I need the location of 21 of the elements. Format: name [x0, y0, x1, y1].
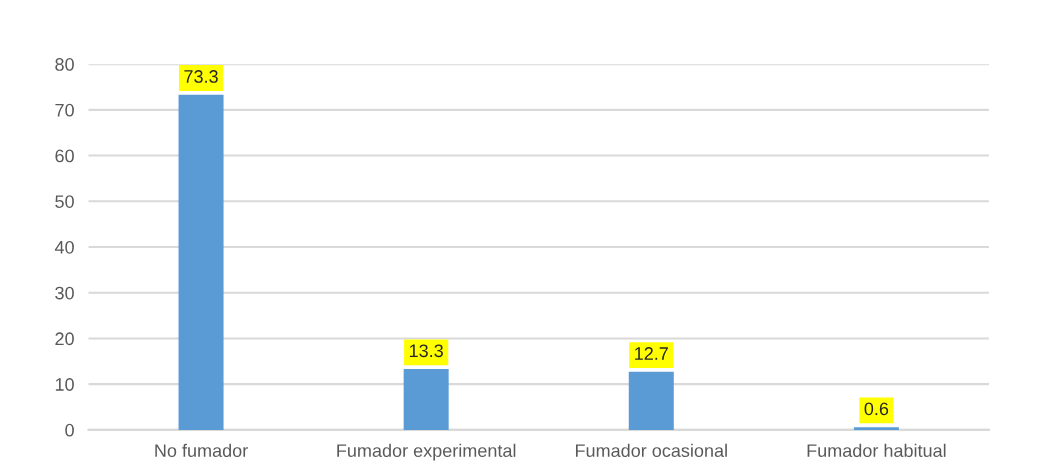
data-label: 12.7 [635, 347, 668, 360]
x-tick-label: No fumador [155, 443, 248, 458]
bar [628, 371, 674, 430]
data-label: 0.6 [864, 402, 889, 416]
y-tick-label: 20 [55, 332, 74, 346]
x-tick-label: Fumador experimental [337, 443, 516, 461]
bar [403, 369, 449, 430]
bar [853, 427, 899, 430]
y-tick-label: 40 [54, 240, 74, 254]
x-tick-label: Fumador ocasional [575, 443, 727, 458]
y-tick-label: 10 [55, 378, 74, 391]
y-tick-label: 80 [55, 58, 74, 71]
data-label: 73.3 [184, 70, 218, 83]
x-tick-label: Fumador habitual [807, 443, 946, 458]
y-tick-label: 50 [55, 195, 74, 208]
y-tick-label: 60 [55, 149, 74, 163]
data-label: 13.3 [409, 344, 443, 358]
y-tick-label: 70 [55, 103, 74, 117]
y-tick-label: 0 [65, 423, 74, 437]
y-tick-label: 30 [55, 286, 74, 300]
bar [178, 94, 224, 430]
